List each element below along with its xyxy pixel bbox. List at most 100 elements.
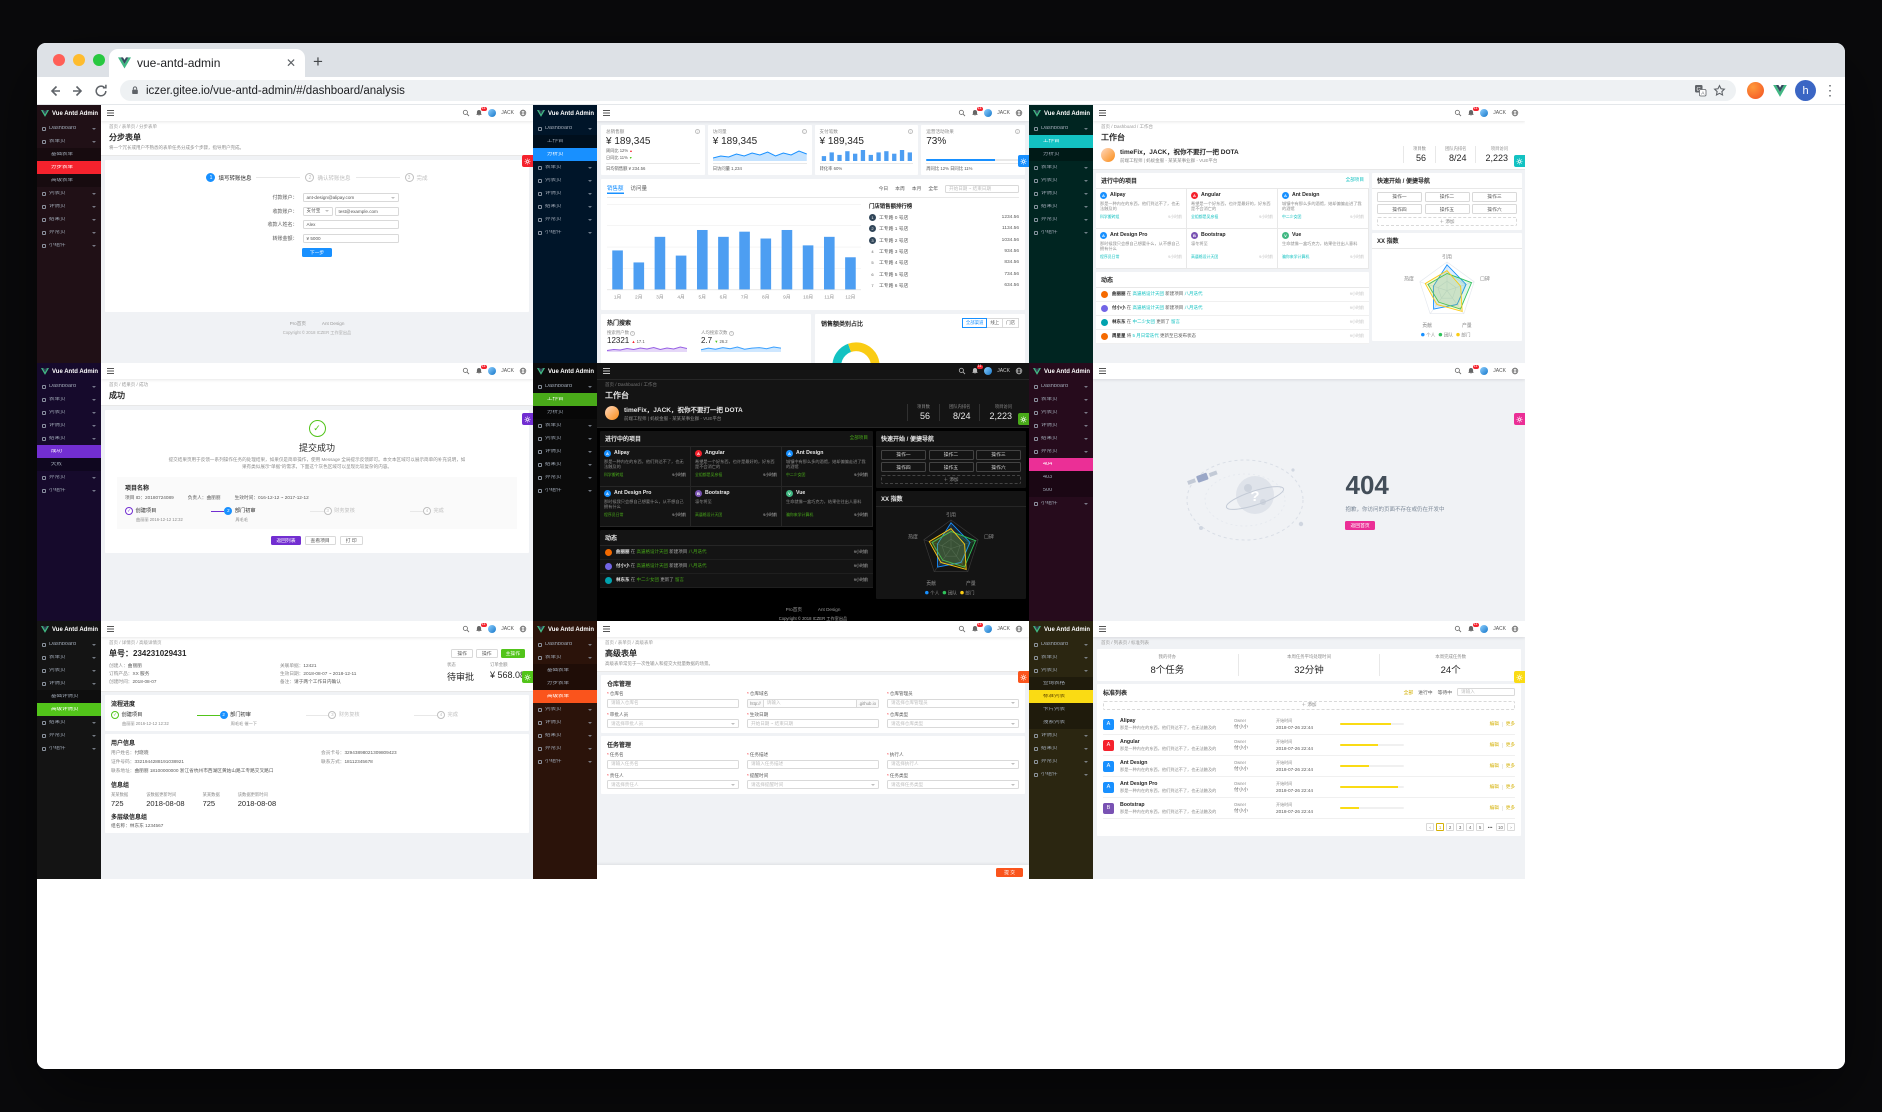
bell-icon[interactable]: 11 bbox=[1467, 622, 1479, 633]
sidebar-item-成功[interactable]: 成功 bbox=[37, 445, 101, 458]
all-projects-link[interactable]: 全部项目 bbox=[1345, 177, 1364, 182]
activity-link[interactable]: 高逼格设计天团 bbox=[1132, 291, 1165, 296]
sidebar-item-列表页[interactable]: 列表页 bbox=[1029, 664, 1093, 677]
user-avatar[interactable] bbox=[488, 625, 497, 633]
sidebar-item-异常页[interactable]: 异常页 bbox=[1029, 213, 1093, 226]
more-link[interactable]: 更多 bbox=[1505, 742, 1515, 747]
form-select-仓库管理员[interactable]: 请选择仓库管理员 bbox=[887, 698, 1019, 708]
sidebar-item-小组件[interactable]: 小组件 bbox=[533, 226, 597, 239]
form-select-仓库类型[interactable]: 请选择仓库类型 bbox=[887, 719, 1019, 728]
project-card-Vue[interactable]: V Vue 生命就像一盒巧克力，结果往往出人意料 骗你来学计算机 9小时前 bbox=[782, 486, 873, 527]
sidebar-item-详情页[interactable]: 详情页 bbox=[1029, 187, 1093, 200]
language-globe-icon[interactable] bbox=[1015, 367, 1023, 375]
form-select-任务类型[interactable]: 请选择任务类型 bbox=[887, 780, 1019, 789]
bell-icon[interactable]: 11 bbox=[475, 364, 487, 375]
sidebar-item-分析页[interactable]: 分析页 bbox=[1029, 148, 1093, 161]
sidebar-item-工作台[interactable]: 工作台 bbox=[533, 393, 597, 406]
sidebar-item-结果页[interactable]: 结果页 bbox=[1029, 742, 1093, 755]
sidebar-item-小组件[interactable]: 小组件 bbox=[37, 239, 101, 252]
project-card-Angular[interactable]: A Angular 希望是一个好东西，也许是最好的，好东西是不会消亡的 全组都是吴彦祖… bbox=[1187, 188, 1278, 229]
range-本周[interactable]: 本周 bbox=[895, 187, 905, 192]
all-projects-link[interactable]: 全部项目 bbox=[849, 435, 868, 440]
theme-settings-button[interactable] bbox=[522, 671, 533, 683]
sidebar-item-列表页[interactable]: 列表页 bbox=[37, 187, 101, 200]
project-card-Angular[interactable]: A Angular 希望是一个好东西，也许是最好的，好东西是不会消亡的 全组都是吴彦祖… bbox=[691, 446, 782, 487]
sidebar-item-详情页[interactable]: 详情页 bbox=[1029, 729, 1093, 742]
breadcrumb[interactable]: 首页 / Dashboard / 工作台 bbox=[1101, 124, 1154, 129]
sidebar-item-小组件[interactable]: 小组件 bbox=[1029, 497, 1093, 510]
sidebar-item-详情页[interactable]: 详情页 bbox=[533, 716, 597, 729]
sidebar-item-列表页[interactable]: 列表页 bbox=[533, 703, 597, 716]
sidebar-item-Dashboard[interactable]: Dashboard bbox=[533, 122, 597, 135]
sidebar-item-Dashboard[interactable]: Dashboard bbox=[533, 380, 597, 393]
quick-op-操作一[interactable]: 操作一 bbox=[881, 449, 926, 460]
collapse-menu-icon[interactable] bbox=[107, 110, 114, 116]
range-本月[interactable]: 本月 bbox=[911, 187, 922, 192]
language-globe-icon[interactable] bbox=[1511, 367, 1519, 375]
extension-icon-orange[interactable] bbox=[1747, 82, 1764, 99]
extension-icon-vue[interactable] bbox=[1771, 82, 1788, 99]
list-item-Ant Design Pro[interactable]: A Ant Design Pro 那是一种内在的东西，他们到达不了，也无法触及的 Ow… bbox=[1103, 777, 1515, 798]
sidebar-item-列表页[interactable]: 列表页 bbox=[533, 432, 597, 445]
search-icon[interactable] bbox=[1454, 109, 1462, 117]
form-select-执行人[interactable]: 请选择执行人 bbox=[887, 759, 1019, 769]
sidebar-item-搜索列表[interactable]: 搜索列表 bbox=[1029, 716, 1093, 729]
collapse-menu-icon[interactable] bbox=[1099, 368, 1106, 374]
footer-link[interactable]: Ant Design bbox=[817, 607, 841, 612]
sidebar-item-Dashboard[interactable]: Dashboard bbox=[533, 638, 597, 651]
search-icon[interactable] bbox=[462, 367, 470, 375]
action-button-1[interactable]: 操作 bbox=[475, 649, 498, 658]
project-card-Ant Design Pro[interactable]: A Ant Design Pro 那时候我只会想自己想要什么，从不想自己拥有什么 程序… bbox=[600, 486, 691, 527]
breadcrumb[interactable]: 首页 / 详情页 / 高级详情页 bbox=[109, 640, 162, 645]
search-icon[interactable] bbox=[1454, 625, 1462, 633]
sidebar-item-工作台[interactable]: 工作台 bbox=[533, 135, 597, 148]
edit-link[interactable]: 编辑 bbox=[1489, 784, 1499, 789]
sidebar-item-表单页[interactable]: 表单页 bbox=[1029, 393, 1093, 406]
sidebar-item-结果页[interactable]: 结果页 bbox=[533, 200, 597, 213]
sidebar-item-异常页[interactable]: 异常页 bbox=[1029, 755, 1093, 768]
edit-link[interactable]: 编辑 bbox=[1489, 763, 1499, 768]
project-group-link[interactable]: 骗你来学计算机 bbox=[1282, 254, 1310, 259]
sidebar-item-列表页[interactable]: 列表页 bbox=[1029, 174, 1093, 187]
theme-settings-button[interactable] bbox=[522, 155, 533, 167]
sidebar-item-表单页[interactable]: 表单页 bbox=[1029, 161, 1093, 174]
activity-link[interactable]: 八月迭代 bbox=[1184, 291, 1203, 296]
sidebar-item-Dashboard[interactable]: Dashboard bbox=[1029, 380, 1093, 393]
sidebar-item-表单页[interactable]: 表单页 bbox=[37, 651, 101, 664]
new-tab-button[interactable]: + bbox=[313, 52, 323, 71]
sidebar-item-列表页[interactable]: 列表页 bbox=[37, 664, 101, 677]
project-group-link[interactable]: 科学搬砖组 bbox=[1100, 214, 1120, 219]
form-input-任务名[interactable]: 请输入任务名 bbox=[607, 759, 739, 769]
project-group-link[interactable]: 全组都是吴彦祖 bbox=[695, 472, 723, 477]
form-select-提醒时间[interactable]: 请选择提醒时间 bbox=[747, 780, 879, 789]
project-card-Bootstrap[interactable]: B Bootstrap 凛冬将至 高逼格设计天团 9小时前 bbox=[691, 486, 782, 527]
project-group-link[interactable]: 全组都是吴彦祖 bbox=[1191, 214, 1219, 219]
page-3[interactable]: 3 bbox=[1456, 823, 1465, 831]
date-range-picker[interactable]: 开始日期 ~ 结束日期 bbox=[945, 184, 1019, 193]
sidebar-item-表单页[interactable]: 表单页 bbox=[37, 393, 101, 406]
sidebar-item-基础表单[interactable]: 基础表单 bbox=[533, 664, 597, 677]
range-全年[interactable]: 全年 bbox=[928, 187, 938, 192]
breadcrumb[interactable]: 首页 / 表单页 / 分步表单 bbox=[109, 124, 158, 129]
minimize-window-button[interactable] bbox=[73, 54, 85, 66]
sidebar-item-列表页[interactable]: 列表页 bbox=[37, 406, 101, 419]
collapse-menu-icon[interactable] bbox=[603, 626, 610, 632]
breadcrumb[interactable]: 首页 / 表单页 / 高级表单 bbox=[605, 640, 654, 645]
sidebar-item-小组件[interactable]: 小组件 bbox=[533, 755, 597, 768]
form-input-任务描述[interactable]: 请输入任务描述 bbox=[747, 759, 879, 769]
sidebar-item-失败[interactable]: 失败 bbox=[37, 458, 101, 471]
tab-访问量[interactable]: 访问量 bbox=[630, 186, 648, 192]
result-button-打 印[interactable]: 打 印 bbox=[339, 535, 363, 545]
project-group-link[interactable]: 高逼格设计天团 bbox=[1191, 254, 1219, 259]
project-group-link[interactable]: 中二少女团 bbox=[786, 472, 806, 477]
search-icon[interactable] bbox=[958, 367, 966, 375]
sidebar-item-500[interactable]: 500 bbox=[1029, 484, 1093, 497]
language-globe-icon[interactable] bbox=[1015, 625, 1023, 633]
theme-settings-button[interactable] bbox=[1514, 155, 1525, 167]
edit-link[interactable]: 编辑 bbox=[1489, 721, 1499, 726]
user-avatar[interactable] bbox=[488, 109, 497, 117]
user-avatar[interactable] bbox=[984, 367, 993, 375]
browser-menu-icon[interactable]: ⋮ bbox=[1823, 82, 1837, 98]
reload-icon[interactable] bbox=[93, 83, 109, 99]
sidebar-item-异常页[interactable]: 异常页 bbox=[37, 471, 101, 484]
